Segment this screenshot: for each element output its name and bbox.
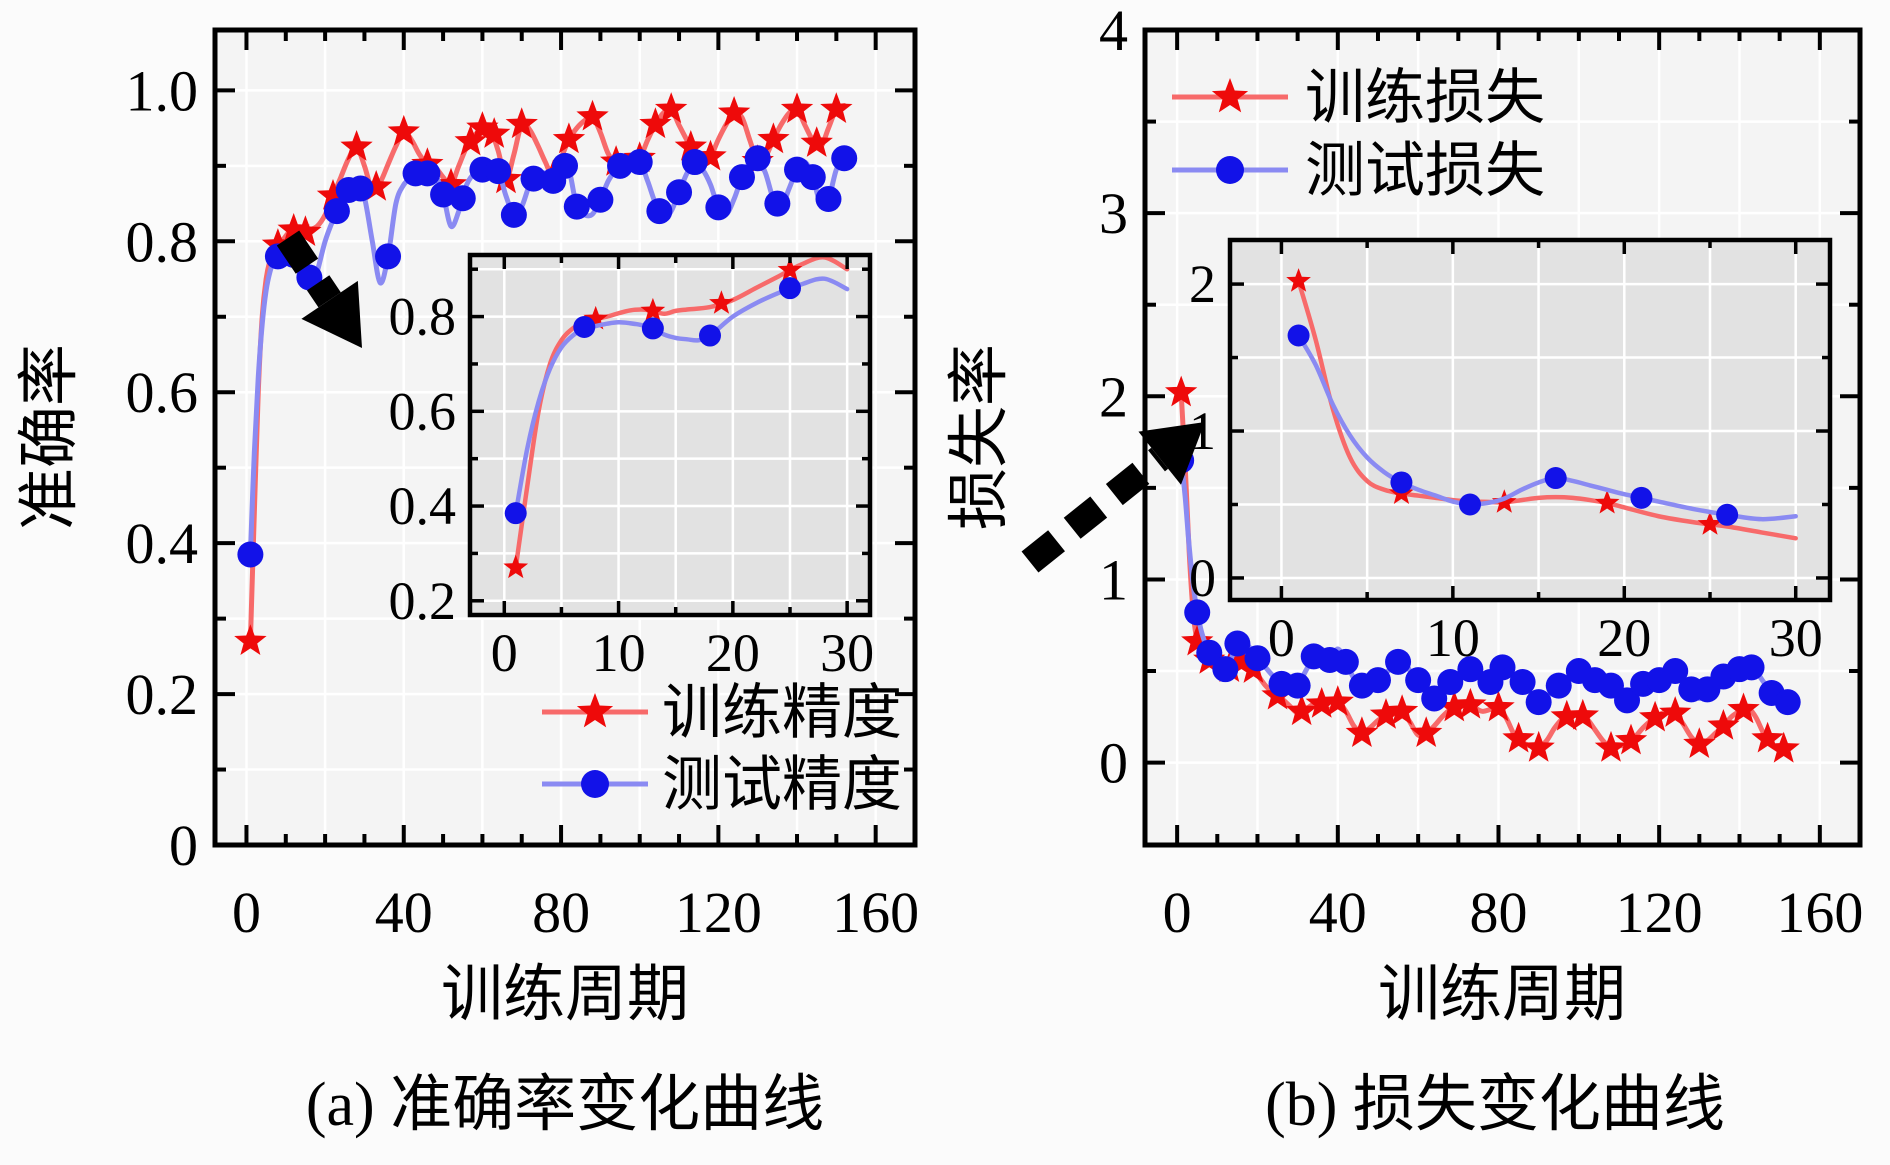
- plot-frame: [1227, 237, 1833, 603]
- tick-labels: 0 40 80 120 160 0 1 2 3 4: [1099, 0, 1863, 945]
- y-tick-label: 0.8: [126, 209, 199, 274]
- x-tick-label: 160: [1776, 880, 1863, 945]
- legend-circle-marker: [1216, 156, 1244, 184]
- x-tick-label: 160: [832, 880, 919, 945]
- inset-y-tick-label: 0: [1189, 548, 1216, 608]
- y-tick-label: 0.6: [126, 360, 199, 425]
- panel-accuracy-plot: 0 40 80 120 160 0 0.2 0.4 0.6 0.8 1.0 0 10 20 30 0.2 0.4…: [126, 27, 920, 945]
- zoom-arrow: [1021, 422, 1205, 573]
- inset-line-test: [1296, 333, 1798, 522]
- y-tick-label: 1.0: [126, 58, 199, 123]
- inset-tick-labels: 0 10 20 30 0.2 0.4 0.6 0.8: [389, 287, 875, 683]
- x-tick-label: 80: [1469, 880, 1527, 945]
- legend-samples: [542, 693, 648, 798]
- zoom-arrow: [276, 230, 362, 348]
- y-tick-label: 2: [1099, 364, 1128, 429]
- panel-accuracy: 0 40 80 120 160 0 0.2 0.4 0.6 0.8 1.0 0 10 20 30 0.2 0.4…: [16, 27, 920, 1139]
- inset-markers-test: [1287, 324, 1739, 526]
- xaxis-label-a: 训练周期: [441, 961, 689, 1029]
- x-tick-label: 0: [1163, 880, 1192, 945]
- inset-y-tick-label: 0.4: [389, 476, 457, 536]
- inset-series-layer: [1286, 268, 1798, 541]
- inset-series-layer: [503, 255, 850, 579]
- legend-label-test-loss: 测试损失: [1305, 138, 1545, 204]
- legend-label-train-accuracy: 训练精度: [662, 680, 902, 746]
- x-tick-label: 120: [1616, 880, 1703, 945]
- y-tick-label: 0.2: [126, 662, 199, 727]
- inset-line-train: [513, 255, 850, 570]
- inset-y-tick-label: 0.8: [389, 287, 457, 347]
- y-tick-label: 4: [1099, 0, 1128, 63]
- y-tick-label: 0: [169, 813, 198, 878]
- inset-x-tick-label: 10: [592, 623, 646, 683]
- inset-markers-train: [503, 257, 803, 579]
- inset-x-tick-label: 0: [1268, 608, 1295, 668]
- caption-b: (b) 损失变化曲线: [1265, 1071, 1725, 1139]
- legend-circle-marker: [581, 770, 609, 798]
- inset-y-tick-label: 0.6: [389, 381, 457, 441]
- yaxis-label-accuracy: 准确率: [16, 344, 84, 530]
- legend-star-marker: [576, 693, 614, 728]
- y-tick-label: 0.4: [126, 511, 199, 576]
- inset-y-tick-label: 2: [1189, 254, 1216, 314]
- x-tick-label: 120: [675, 880, 762, 945]
- x-tick-label: 0: [232, 880, 261, 945]
- inset-x-tick-label: 30: [820, 623, 874, 683]
- y-tick-label: 0: [1099, 731, 1128, 796]
- plot-frame: [467, 252, 873, 618]
- y-tick-label: 3: [1099, 181, 1128, 246]
- x-tick-label: 80: [532, 880, 590, 945]
- inset-zoom-plot: 0 10 20 30 0.2 0.4 0.6 0.8: [389, 252, 875, 683]
- legend-samples: [1172, 78, 1288, 184]
- inset-x-tick-label: 20: [1597, 608, 1651, 668]
- y-tick-label: 1: [1099, 547, 1128, 612]
- tick-labels: 0 40 80 120 160 0 0.2 0.4 0.6 0.8 1.0: [126, 58, 920, 945]
- inset-markers-test: [504, 277, 801, 525]
- legend-label-test-accuracy: 测试精度: [662, 752, 902, 818]
- inset-gridlines: [1230, 240, 1830, 600]
- inset-area: [1230, 240, 1830, 600]
- yaxis-label-loss: 损失率: [946, 344, 1014, 530]
- inset-x-tick-label: 10: [1426, 608, 1480, 668]
- inset-x-tick-label: 20: [706, 623, 760, 683]
- xaxis-label-b: 训练周期: [1378, 961, 1626, 1029]
- x-tick-label: 40: [1309, 880, 1367, 945]
- caption-a: (a) 准确率变化曲线: [306, 1071, 824, 1139]
- inset-y-tick-label: 0.2: [389, 571, 457, 631]
- inset-x-tick-label: 30: [1769, 608, 1823, 668]
- plot-frame: [212, 27, 918, 848]
- legend-label-train-loss: 训练损失: [1305, 65, 1545, 131]
- legend-star-marker: [1211, 78, 1249, 113]
- inset-x-tick-label: 0: [491, 623, 518, 683]
- x-tick-label: 40: [375, 880, 433, 945]
